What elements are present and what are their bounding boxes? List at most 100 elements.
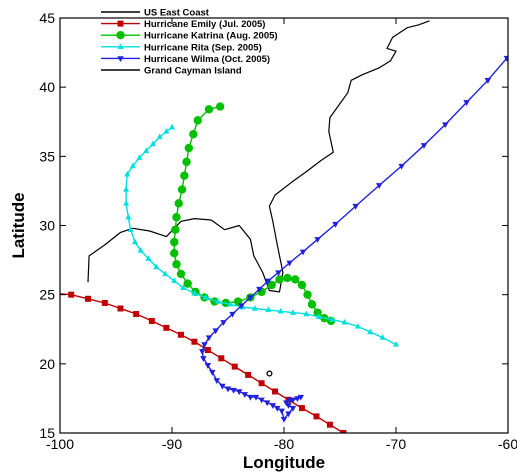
data-point-hurricane-wilma-oct-2005 — [205, 335, 213, 342]
data-point-hurricane-rita-sep-2005 — [367, 328, 374, 335]
data-point-hurricane-wilma-oct-2005 — [352, 203, 359, 210]
data-point-hurricane-wilma-oct-2005 — [280, 416, 288, 423]
data-point-hurricane-katrina-aug-2005 — [172, 260, 181, 269]
data-point-hurricane-katrina-aug-2005 — [182, 157, 191, 167]
series-hurricane-rita-sep-2005 — [123, 123, 399, 347]
data-point-hurricane-katrina-aug-2005 — [174, 199, 183, 208]
data-point-hurricane-rita-sep-2005 — [315, 313, 322, 319]
data-point-hurricane-rita-sep-2005 — [227, 300, 234, 307]
data-point-hurricane-rita-sep-2005 — [265, 306, 272, 313]
legend-entry-hurricane-wilma-oct-2005: Hurricane Wilma (Oct. 2005) — [101, 54, 270, 65]
data-point-hurricane-katrina-aug-2005 — [313, 308, 322, 317]
data-point-hurricane-rita-sep-2005 — [393, 341, 399, 347]
series-line-hurricane-emily-jul-2005 — [60, 293, 345, 433]
data-point-hurricane-katrina-aug-2005 — [215, 102, 225, 111]
data-point-hurricane-katrina-aug-2005 — [177, 185, 187, 194]
data-point-hurricane-emily-jul-2005 — [191, 338, 198, 345]
data-point-hurricane-wilma-oct-2005 — [219, 383, 226, 390]
data-point-hurricane-rita-sep-2005 — [303, 310, 310, 317]
data-point-hurricane-katrina-aug-2005 — [189, 130, 198, 139]
data-point-hurricane-wilma-oct-2005 — [503, 55, 508, 62]
data-point-hurricane-rita-sep-2005 — [251, 305, 258, 311]
data-point-hurricane-emily-jul-2005 — [133, 311, 140, 318]
legend-marker-hurricane-emily-jul-2005 — [117, 20, 124, 27]
data-point-hurricane-wilma-oct-2005 — [204, 363, 212, 369]
data-point-hurricane-wilma-oct-2005 — [275, 270, 282, 277]
data-point-hurricane-katrina-aug-2005 — [283, 273, 292, 283]
data-point-hurricane-wilma-oct-2005 — [299, 249, 307, 256]
data-point-hurricane-wilma-oct-2005 — [199, 349, 206, 355]
data-point-hurricane-katrina-aug-2005 — [297, 280, 307, 290]
data-point-hurricane-rita-sep-2005 — [123, 186, 130, 192]
data-point-hurricane-rita-sep-2005 — [162, 270, 169, 277]
data-point-hurricane-emily-jul-2005 — [85, 295, 91, 302]
y-tick-label: 35 — [39, 148, 55, 164]
data-point-hurricane-wilma-oct-2005 — [332, 221, 339, 228]
y-tick-label: 15 — [39, 425, 55, 441]
data-point-hurricane-rita-sep-2005 — [156, 133, 163, 140]
series-line-hurricane-rita-sep-2005 — [125, 126, 397, 346]
x-tick-label: -60 — [498, 436, 517, 452]
data-point-hurricane-emily-jul-2005 — [313, 413, 320, 420]
data-point-hurricane-rita-sep-2005 — [202, 294, 209, 300]
data-point-hurricane-rita-sep-2005 — [277, 307, 284, 314]
x-axis-title: Longitude — [243, 453, 325, 472]
data-point-hurricane-katrina-aug-2005 — [267, 280, 276, 290]
data-point-hurricane-wilma-oct-2005 — [247, 295, 254, 302]
data-point-hurricane-wilma-oct-2005 — [213, 378, 220, 385]
data-point-hurricane-katrina-aug-2005 — [183, 279, 192, 288]
data-point-hurricane-wilma-oct-2005 — [256, 286, 263, 293]
data-point-hurricane-wilma-oct-2005 — [269, 403, 276, 409]
data-point-hurricane-rita-sep-2005 — [153, 263, 160, 270]
data-point-hurricane-wilma-oct-2005 — [252, 394, 260, 401]
y-tick-label: 40 — [39, 79, 55, 95]
data-point-hurricane-wilma-oct-2005 — [220, 320, 227, 326]
data-point-hurricane-wilma-oct-2005 — [285, 411, 292, 418]
legend-entry-hurricane-emily-jul-2005: Hurricane Emily (Jul. 2005) — [101, 19, 265, 30]
data-point-hurricane-wilma-oct-2005 — [236, 389, 243, 396]
legend-label-grand-cayman-island: Grand Cayman Island — [144, 66, 242, 77]
data-point-hurricane-wilma-oct-2005 — [278, 408, 285, 415]
data-point-hurricane-emily-jul-2005 — [245, 371, 252, 378]
data-point-hurricane-rita-sep-2005 — [180, 284, 187, 290]
data-point-hurricane-rita-sep-2005 — [379, 334, 386, 340]
data-point-hurricane-katrina-aug-2005 — [184, 143, 193, 153]
data-point-hurricane-emily-jul-2005 — [204, 347, 211, 353]
data-point-hurricane-rita-sep-2005 — [171, 277, 178, 284]
legend-label-us-east-coast: US East Coast — [144, 8, 210, 19]
data-point-hurricane-wilma-oct-2005 — [285, 403, 292, 409]
data-point-hurricane-emily-jul-2005 — [326, 421, 333, 428]
legend-entry-us-east-coast: US East Coast — [101, 8, 210, 19]
data-point-hurricane-emily-jul-2005 — [117, 305, 124, 312]
data-point-hurricane-wilma-oct-2005 — [286, 260, 293, 267]
data-point-hurricane-rita-sep-2005 — [136, 154, 143, 160]
legend-marker-hurricane-rita-sep-2005 — [117, 43, 124, 49]
data-point-hurricane-katrina-aug-2005 — [303, 290, 312, 299]
data-point-hurricane-wilma-oct-2005 — [420, 143, 428, 149]
data-point-hurricane-rita-sep-2005 — [149, 140, 156, 147]
legend-marker-hurricane-katrina-aug-2005 — [116, 31, 125, 40]
data-point-hurricane-katrina-aug-2005 — [170, 248, 179, 258]
data-point-hurricane-emily-jul-2005 — [163, 324, 170, 331]
data-point-hurricane-emily-jul-2005 — [298, 405, 305, 412]
data-point-hurricane-katrina-aug-2005 — [171, 225, 180, 234]
data-point-hurricane-katrina-aug-2005 — [176, 269, 186, 279]
legend-label-hurricane-katrina-aug-2005: Hurricane Katrina (Aug. 2005) — [144, 31, 278, 42]
data-point-hurricane-emily-jul-2005 — [101, 299, 108, 306]
data-point-hurricane-wilma-oct-2005 — [201, 342, 208, 349]
data-point-hurricane-emily-jul-2005 — [354, 438, 360, 444]
data-point-hurricane-rita-sep-2005 — [137, 247, 144, 253]
data-point-hurricane-wilma-oct-2005 — [247, 394, 254, 401]
legend-marker-hurricane-wilma-oct-2005 — [117, 56, 124, 62]
plot-frame — [59, 17, 509, 434]
legend-label-hurricane-emily-jul-2005: Hurricane Emily (Jul. 2005) — [144, 19, 265, 30]
data-point-hurricane-wilma-oct-2005 — [289, 405, 297, 412]
data-point-hurricane-wilma-oct-2005 — [442, 122, 449, 129]
data-point-hurricane-wilma-oct-2005 — [314, 237, 321, 243]
data-point-hurricane-rita-sep-2005 — [129, 162, 136, 169]
y-tick-label: 45 — [39, 10, 55, 26]
data-point-hurricane-wilma-oct-2005 — [265, 278, 272, 285]
data-point-hurricane-emily-jul-2005 — [231, 363, 238, 370]
